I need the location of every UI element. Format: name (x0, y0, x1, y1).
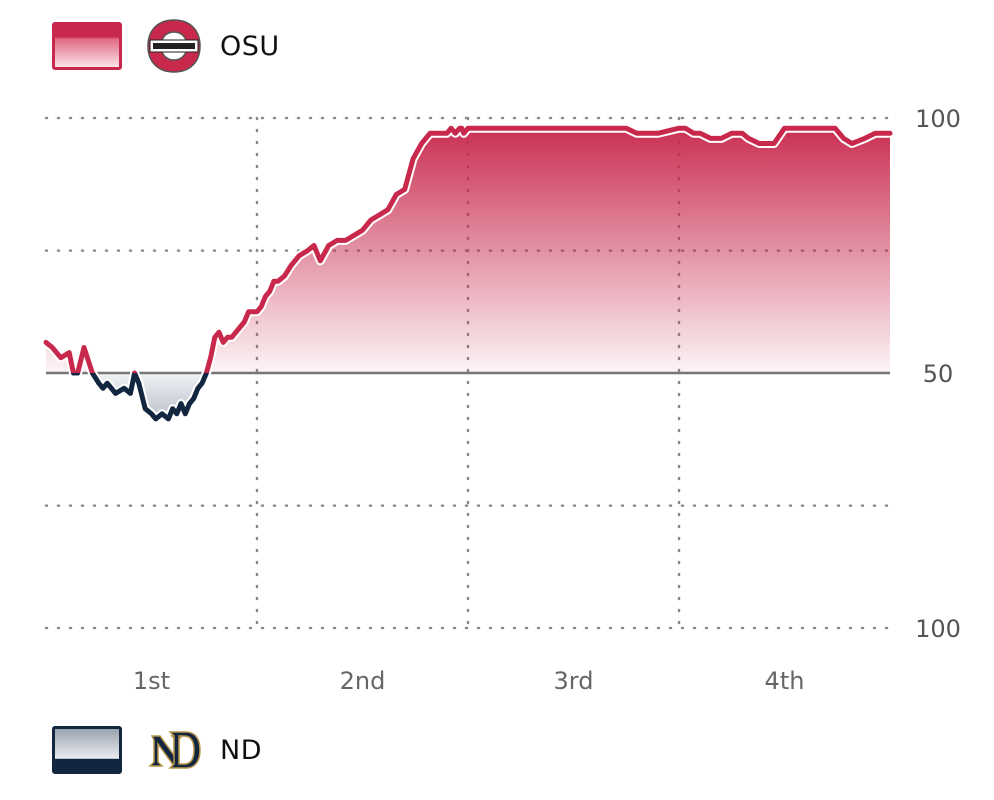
legend-osu: OSU (52, 18, 280, 74)
y-tick-label: 50 (923, 360, 954, 388)
label-layer: 100 50 100 1st 2nd 3rd 4th (133, 105, 961, 695)
x-tick-label: 2nd (340, 667, 386, 695)
line-layer (41, 123, 895, 424)
x-tick-label: 4th (765, 667, 805, 695)
x-tick-label: 3rd (554, 667, 594, 695)
legend-nd: ND (52, 724, 262, 776)
x-tick-label: 1st (133, 667, 170, 695)
y-tick-label: 100 (915, 105, 961, 133)
y-tick-label: 100 (915, 615, 961, 643)
team-name-nd: ND (220, 734, 262, 766)
osu-win-line (43, 125, 893, 373)
notre-dame-logo-icon (146, 722, 202, 778)
team-name-osu: OSU (220, 30, 280, 62)
nd-win-line (70, 373, 209, 422)
osu-color-swatch (52, 22, 122, 70)
ohio-state-logo-icon (146, 18, 202, 74)
area-layer (46, 128, 890, 419)
nd-color-swatch (52, 726, 122, 774)
